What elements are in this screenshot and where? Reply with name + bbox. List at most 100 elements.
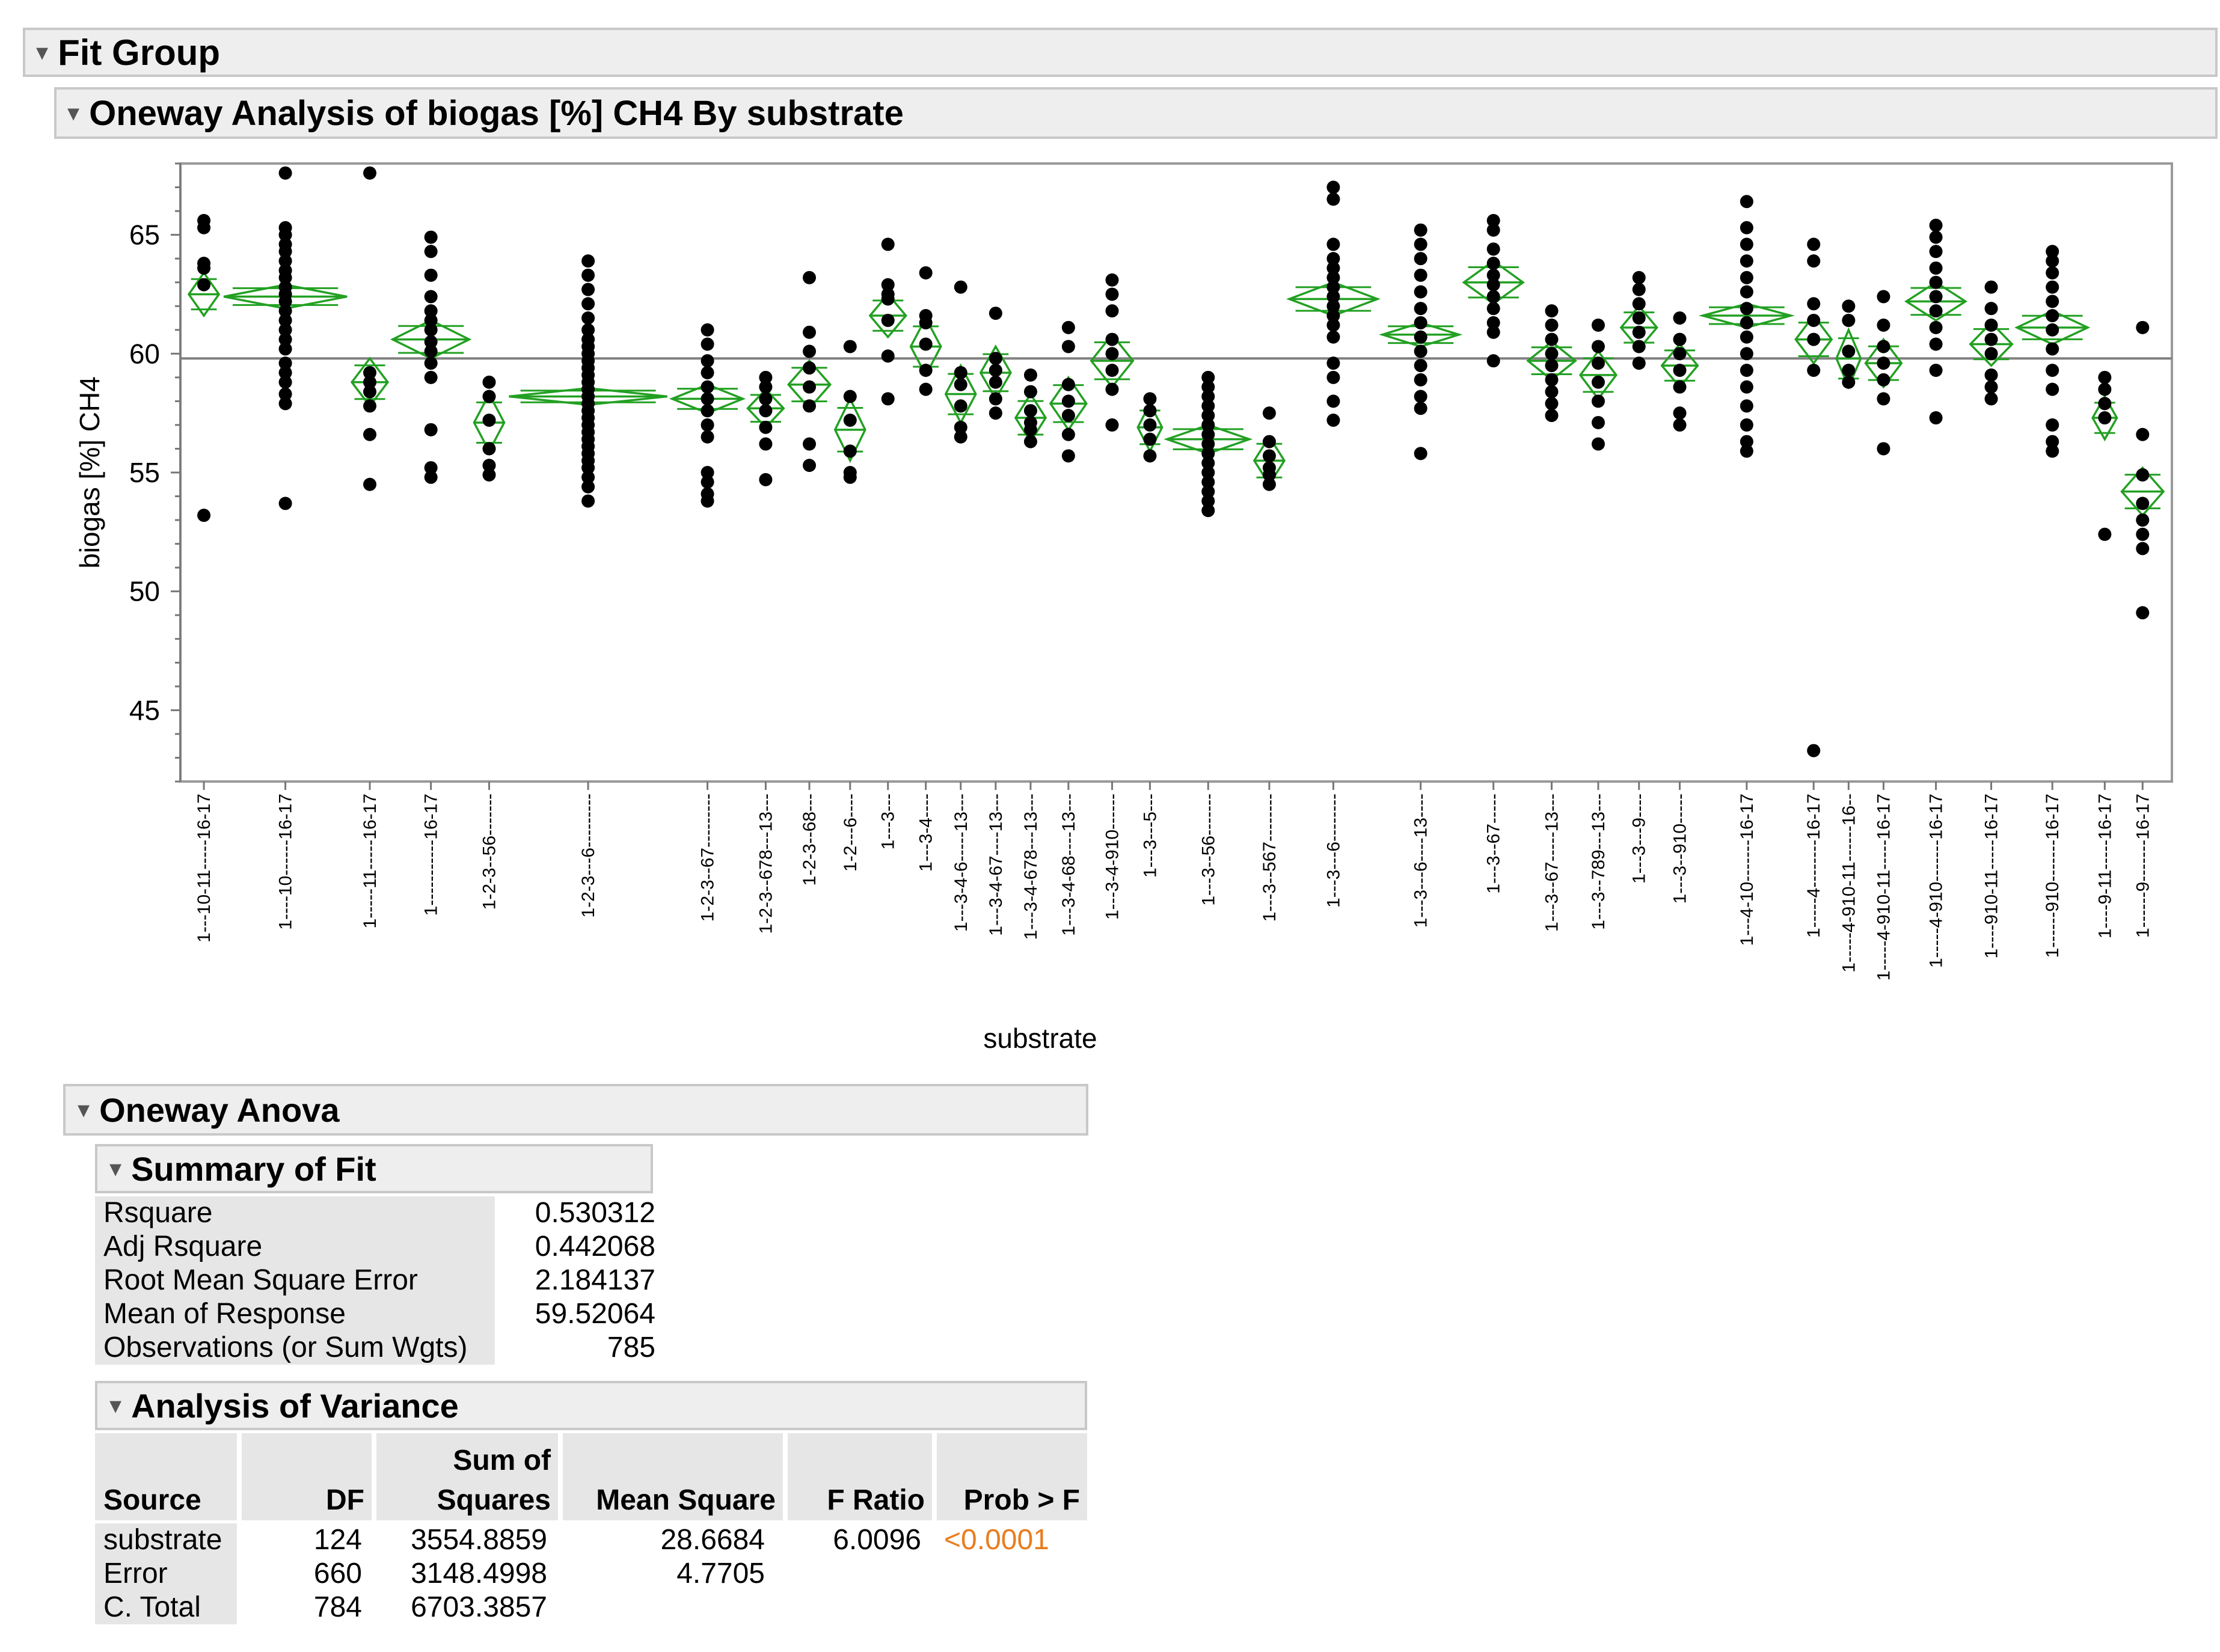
x-tick-label: 1---3-4-678---13--- xyxy=(1021,794,1041,940)
data-point xyxy=(881,313,895,327)
x-tick-label: 1-2---6---- xyxy=(841,794,860,872)
x-tick-label: 1---3-4-6-----13--- xyxy=(951,794,971,932)
data-point xyxy=(1143,418,1157,432)
data-point xyxy=(1061,340,1075,353)
data-point xyxy=(278,304,292,318)
data-point xyxy=(278,387,292,401)
x-tick-label: 1---3--67-----13--- xyxy=(1542,794,1562,932)
data-point xyxy=(1486,302,1500,316)
disclosure-triangle-icon[interactable]: ▾ xyxy=(67,100,80,126)
data-point xyxy=(2046,382,2059,396)
data-point xyxy=(1143,392,1157,406)
x-tick-label: 1------9-------16-17 xyxy=(2133,794,2153,938)
data-point xyxy=(1143,404,1157,418)
analysis-of-variance-header[interactable]: ▾ Analysis of Variance xyxy=(95,1381,1087,1430)
data-point xyxy=(2136,497,2150,510)
data-point xyxy=(803,361,817,375)
data-point xyxy=(278,375,292,389)
row-ss: 6703.3857 xyxy=(411,1591,547,1623)
data-point xyxy=(1201,447,1215,460)
data-point xyxy=(1201,427,1215,441)
data-point xyxy=(278,366,292,379)
data-point xyxy=(1414,373,1427,387)
data-point xyxy=(803,380,817,394)
y-tick-label: 55 xyxy=(129,457,160,488)
data-point xyxy=(1877,290,1890,304)
data-point xyxy=(2136,606,2150,620)
oneway-analysis-header[interactable]: ▾ Oneway Analysis of biogas [%] CH4 By s… xyxy=(54,87,2218,139)
col-header-df: DF xyxy=(242,1433,372,1520)
data-point xyxy=(1201,475,1215,489)
data-point xyxy=(1673,347,1687,361)
data-point xyxy=(1877,356,1890,370)
data-point xyxy=(363,166,376,180)
summary-of-fit-header[interactable]: ▾ Summary of Fit xyxy=(95,1144,653,1193)
disclosure-triangle-icon[interactable]: ▾ xyxy=(109,1392,122,1419)
data-point xyxy=(1740,254,1753,268)
substrate-group xyxy=(1835,299,1862,390)
data-point xyxy=(989,363,1002,377)
disclosure-triangle-icon[interactable]: ▾ xyxy=(36,39,49,66)
data-point xyxy=(2098,370,2112,384)
data-point xyxy=(803,271,817,284)
data-point xyxy=(1740,302,1753,316)
data-point xyxy=(759,473,773,486)
substrate-group xyxy=(2120,320,2165,620)
data-point xyxy=(1326,299,1340,313)
data-point xyxy=(1326,330,1340,344)
data-point xyxy=(1591,415,1605,429)
data-point xyxy=(2098,397,2112,411)
data-point xyxy=(1984,368,1998,382)
data-point xyxy=(881,278,895,292)
substrate-group xyxy=(787,271,832,473)
data-point xyxy=(1486,278,1500,292)
data-point xyxy=(482,468,496,482)
data-point xyxy=(919,266,933,280)
fit-group-header[interactable]: ▾ Fit Group xyxy=(23,28,2218,77)
data-point xyxy=(581,254,595,268)
data-point xyxy=(2098,382,2112,396)
y-tick-label: 60 xyxy=(129,338,160,369)
data-point xyxy=(803,399,817,413)
oneway-anova-header[interactable]: ▾ Oneway Anova xyxy=(63,1084,1088,1136)
data-point xyxy=(1061,394,1075,408)
x-tick-label: 1-2-3--678---13--- xyxy=(756,794,776,934)
plot-frame xyxy=(179,162,2173,783)
data-point xyxy=(759,392,773,406)
data-point xyxy=(1105,363,1119,377)
data-point xyxy=(954,420,967,434)
data-point xyxy=(278,254,292,268)
substrate-group xyxy=(1286,180,1381,427)
data-point xyxy=(1740,237,1753,251)
col-header-mean-square: Mean Square xyxy=(563,1433,783,1520)
data-point xyxy=(1414,252,1427,266)
data-point xyxy=(1984,318,1998,332)
y-tick-label: 50 xyxy=(129,576,160,607)
data-point xyxy=(1877,318,1890,332)
substrate-group xyxy=(833,340,866,484)
data-point xyxy=(424,356,438,370)
substrate-group xyxy=(390,230,472,484)
groups-layer xyxy=(187,166,2165,757)
data-point xyxy=(954,399,967,413)
data-point xyxy=(424,370,438,384)
substrate-group xyxy=(746,370,785,486)
data-point xyxy=(1326,271,1340,284)
data-point xyxy=(1326,290,1340,304)
disclosure-triangle-icon[interactable]: ▾ xyxy=(78,1097,90,1123)
data-point xyxy=(1807,237,1821,251)
substrate-group xyxy=(350,166,390,491)
data-point xyxy=(278,497,292,510)
substrate-group xyxy=(1090,273,1135,432)
data-point xyxy=(1632,283,1646,296)
row-value: 785 xyxy=(607,1332,655,1363)
disclosure-triangle-icon[interactable]: ▾ xyxy=(109,1155,122,1182)
data-point xyxy=(701,323,714,337)
data-point xyxy=(1414,237,1427,251)
data-point xyxy=(759,370,773,384)
data-point xyxy=(2046,444,2059,458)
data-point xyxy=(278,228,292,242)
x-tick-label: 1---3---5--- xyxy=(1140,794,1160,878)
data-point xyxy=(1984,332,1998,346)
x-tick-label: 1---3---6----13---- xyxy=(1411,794,1431,928)
